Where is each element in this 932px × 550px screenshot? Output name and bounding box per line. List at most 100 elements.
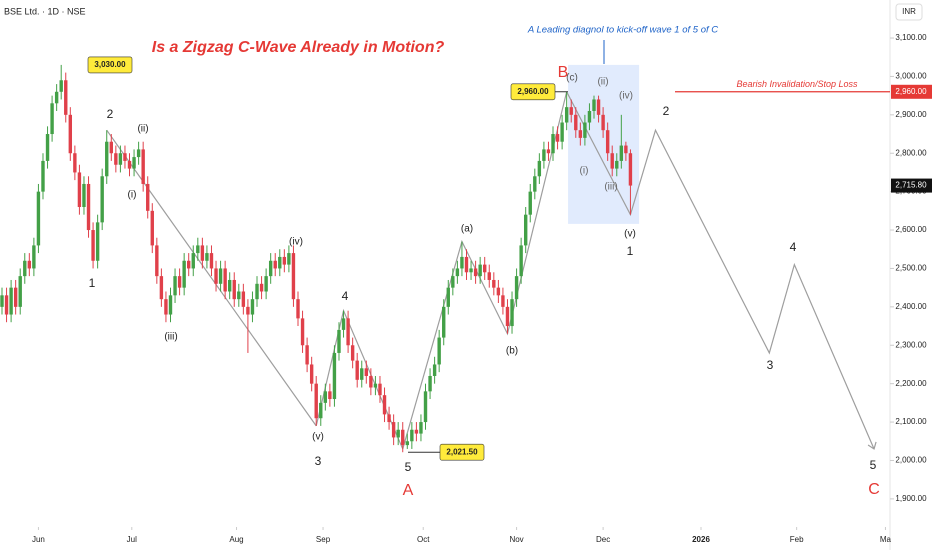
y-tick-label: 2,200.00 (895, 379, 927, 388)
wave-line (566, 91, 875, 450)
currency: INR (902, 7, 916, 16)
candle (401, 422, 405, 453)
candle (615, 153, 619, 177)
candle-body (574, 114, 578, 131)
candle-body (177, 276, 182, 288)
candle (469, 260, 473, 280)
candle (350, 337, 355, 369)
candle-body (355, 360, 359, 380)
x-tick-label: Nov (509, 535, 523, 544)
x-tick-label: Ma (880, 535, 892, 544)
candle (282, 249, 287, 273)
candle (164, 291, 168, 323)
candle (250, 291, 255, 323)
candle (237, 283, 241, 307)
candle (628, 149, 633, 215)
candle-body (464, 256, 469, 273)
candle-body (82, 183, 86, 208)
candle (337, 322, 341, 361)
candle (109, 134, 113, 161)
candle-body (596, 99, 601, 115)
header: BSE Ltd. · 1D · NSE (4, 6, 86, 16)
wave-label: (i) (580, 166, 589, 177)
candle-body (45, 134, 50, 161)
candle (551, 126, 555, 161)
candle-body (159, 276, 164, 300)
candle-body (32, 245, 36, 269)
candle-body (27, 260, 32, 269)
candle-body (555, 134, 560, 142)
candle (341, 310, 346, 338)
candle (382, 387, 387, 423)
wave-label: 3 (315, 454, 322, 468)
candle-body (237, 291, 241, 300)
candle-body (296, 299, 300, 319)
candle (118, 145, 123, 173)
candle-body (132, 157, 136, 169)
x-tick-label: Jul (127, 535, 137, 544)
candle-body (196, 245, 200, 254)
y-tick-label: 3,100.00 (895, 33, 927, 42)
candle-body (478, 264, 482, 277)
candle (328, 383, 332, 407)
candle (227, 272, 232, 300)
candle-body (432, 364, 437, 376)
candle-body (246, 306, 250, 315)
y-tick-label: 1,900.00 (895, 494, 927, 503)
candle (510, 291, 514, 334)
candle (419, 414, 423, 442)
candle (18, 268, 22, 315)
candle (259, 276, 264, 300)
candle-body (337, 329, 341, 353)
candle (373, 375, 378, 396)
candle (41, 153, 45, 200)
candle (378, 375, 382, 403)
candle-body (387, 414, 391, 423)
candle (141, 141, 145, 192)
candle (191, 245, 195, 277)
wave-label: (b) (506, 346, 518, 357)
candle (59, 64, 63, 100)
arrow-head (867, 441, 877, 450)
candle (583, 114, 587, 146)
candle-body (173, 276, 177, 296)
candle-body (18, 276, 22, 307)
candle-body (141, 149, 145, 184)
candle (574, 107, 578, 138)
candle-body (546, 149, 551, 154)
candle-body (123, 153, 127, 161)
x-tick-label: Jun (32, 535, 45, 544)
candle-body (446, 287, 450, 307)
candle (319, 395, 323, 426)
candle (569, 99, 573, 123)
candle-body (346, 318, 350, 346)
candle-body (127, 160, 132, 169)
candle (27, 253, 32, 277)
candle-body (323, 391, 328, 403)
wave-label: (iv) (619, 91, 633, 102)
candle-body (360, 368, 364, 380)
candle (146, 176, 150, 219)
candle-body (369, 375, 373, 388)
wave-label: (c) (566, 73, 578, 84)
wave-label: (ii) (597, 77, 608, 88)
candle (64, 72, 68, 123)
x-tick-label: Oct (417, 535, 430, 544)
candle (273, 253, 277, 277)
candle-body (95, 222, 100, 261)
candle-body (505, 306, 510, 327)
wave-label: 4 (342, 289, 349, 303)
candle-body (209, 253, 214, 269)
last-price-badge (891, 178, 932, 193)
candle (287, 245, 291, 273)
candle (73, 145, 77, 181)
candle-body (287, 253, 291, 265)
wave-label: (iii) (164, 332, 177, 343)
candle (278, 249, 282, 277)
wave-label: 5 (405, 460, 412, 474)
candle (173, 268, 177, 304)
candle (268, 253, 273, 284)
candle (360, 360, 364, 388)
candle (196, 237, 200, 261)
candle (68, 107, 73, 161)
